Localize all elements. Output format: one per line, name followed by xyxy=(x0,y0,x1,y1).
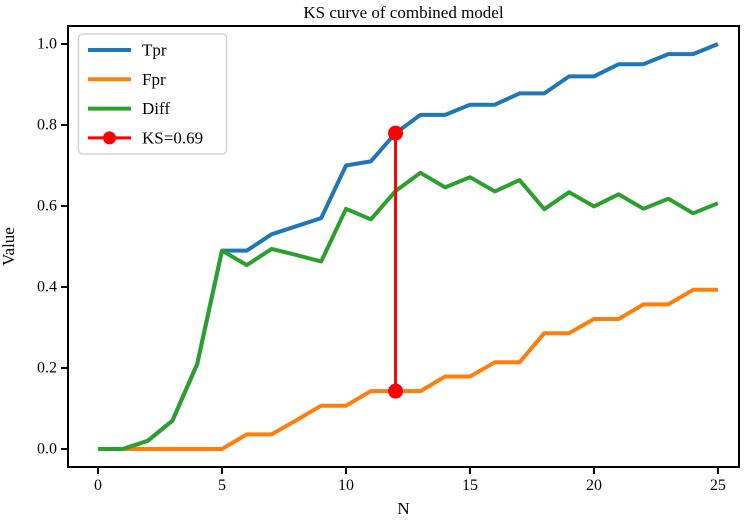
legend-entry-ks: KS=0.69 xyxy=(88,128,203,147)
y-axis-label: Value xyxy=(0,227,18,266)
plot-border xyxy=(67,25,740,468)
legend-label-tpr: Tpr xyxy=(142,41,167,60)
diff-line xyxy=(98,170,719,451)
y-tick-label: 1.0 xyxy=(37,35,57,52)
x-tick-label: 0 xyxy=(94,477,102,494)
legend-box xyxy=(77,33,228,155)
ks-dot-top xyxy=(388,125,404,141)
y-tick-label: 0.2 xyxy=(37,360,57,377)
x-axis-ticks: 0 5 10 15 20 25 xyxy=(94,467,726,494)
x-axis-label: N xyxy=(397,499,409,518)
y-tick-label: 0.6 xyxy=(37,197,57,214)
x-tick-label: 5 xyxy=(218,477,226,494)
x-tick-label: 10 xyxy=(338,477,354,494)
ks-marker xyxy=(388,125,404,399)
ks-legend-dot-icon xyxy=(103,131,116,145)
legend-label-ks: KS=0.69 xyxy=(142,128,203,147)
chart-title: KS curve of combined model xyxy=(303,3,503,22)
fpr-line xyxy=(98,287,718,451)
legend-label-fpr: Fpr xyxy=(142,70,166,89)
legend-entry-fpr: Fpr xyxy=(88,70,166,89)
y-tick-label: 0.0 xyxy=(37,441,57,458)
x-tick-label: 15 xyxy=(462,477,478,494)
legend: Tpr Fpr Diff KS=0.69 xyxy=(77,33,228,155)
legend-entry-diff: Diff xyxy=(88,99,170,118)
ks-dot-bottom xyxy=(388,383,404,399)
legend-label-diff: Diff xyxy=(142,99,170,118)
plot-area xyxy=(67,25,740,468)
legend-entry-tpr: Tpr xyxy=(88,41,167,60)
y-tick-label: 0.8 xyxy=(37,116,57,133)
y-axis-ticks: 0.0 0.2 0.4 0.6 0.8 1.0 xyxy=(37,35,68,458)
y-tick-label: 0.4 xyxy=(37,279,57,296)
x-tick-label: 20 xyxy=(586,477,602,494)
x-tick-label: 25 xyxy=(710,477,726,494)
